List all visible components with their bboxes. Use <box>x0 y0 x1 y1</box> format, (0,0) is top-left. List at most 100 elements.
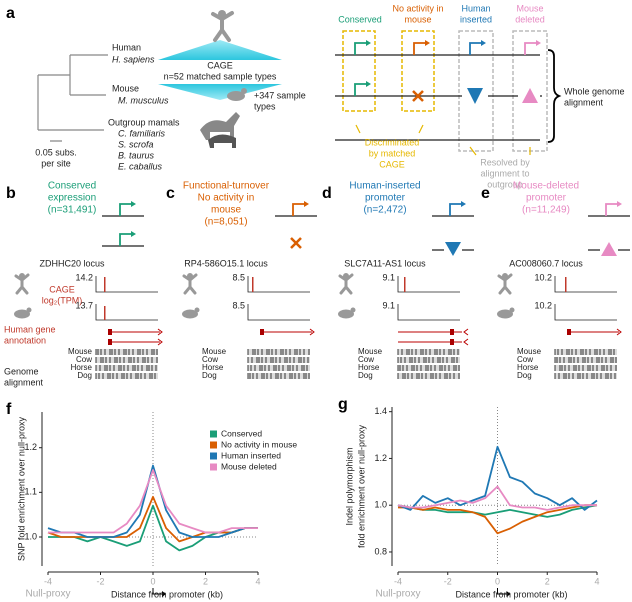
track-label: Human gene <box>4 324 56 334</box>
promoter-arrow <box>605 203 617 216</box>
mouse-icon <box>509 307 515 313</box>
note: alignment to <box>480 168 529 178</box>
panel-title: Human-inserted <box>349 181 420 192</box>
y-axis-label: fold enrichment over null-proxy <box>356 424 366 548</box>
human-icon <box>338 273 354 295</box>
cage-peak <box>104 306 106 320</box>
track-max: 8.5 <box>232 300 245 310</box>
legend-swatch <box>210 441 217 449</box>
track-label: annotation <box>4 335 46 345</box>
species-label: Horse <box>517 363 539 372</box>
mouse-icon <box>26 307 32 313</box>
panel-letter: a <box>6 5 15 22</box>
extra-samples: types <box>254 101 276 111</box>
species-label: Dog <box>77 371 92 380</box>
cage-label: n=52 matched sample types <box>164 71 277 81</box>
phylogeny <box>37 54 108 142</box>
species-label: Cow <box>358 355 374 364</box>
x-tick-label: -2 <box>96 576 104 586</box>
y-tick-label: 1.2 <box>24 442 37 452</box>
human-icon <box>14 273 30 295</box>
alignment-label: Whole genome <box>564 86 625 96</box>
gene-annotation <box>108 339 112 345</box>
mouse-icon <box>350 307 356 313</box>
legend-swatch <box>210 452 217 460</box>
series-line <box>397 504 598 518</box>
series-line <box>397 445 598 511</box>
promoter-arrow <box>131 201 136 207</box>
track-label: Genome <box>4 366 39 376</box>
species-latin: S. scrofa <box>118 139 154 149</box>
track-label: alignment <box>4 377 44 387</box>
track-max: 13.7 <box>75 300 93 310</box>
track-max: 9.1 <box>382 300 395 310</box>
legend-label: Mouse deleted <box>221 461 277 471</box>
gene-annotation <box>260 329 264 335</box>
promoter-arrow <box>449 203 461 216</box>
insertion-mark <box>445 242 461 256</box>
category-label: deleted <box>515 14 545 24</box>
y-axis-label: Indel polymorphism <box>344 447 354 525</box>
annotation: Null-proxy <box>375 589 420 600</box>
panel-letter: b <box>6 185 16 202</box>
track-axis <box>554 276 617 293</box>
x-tick-label: -4 <box>394 576 402 586</box>
series-line <box>47 464 258 538</box>
alignment-track <box>398 373 460 379</box>
alignment-track <box>555 357 617 363</box>
promoter-arrow <box>506 591 511 597</box>
panel-title: mouse <box>211 205 241 216</box>
promoter-arrow <box>461 201 466 207</box>
cage-peak <box>252 277 254 292</box>
mouse-icon <box>182 309 198 319</box>
category-label: Conserved <box>338 14 382 24</box>
series-line <box>398 504 597 535</box>
y-tick-label: 1.0 <box>24 531 37 541</box>
note: by matched <box>369 148 416 158</box>
species-latin: M. musculus <box>118 95 169 105</box>
gene-annotation <box>567 329 571 335</box>
promoter-arrow <box>152 588 162 595</box>
cage-graphic <box>158 10 282 148</box>
locus-label: ZDHHC20 locus <box>39 258 105 268</box>
panel-title: (n=8,051) <box>204 217 247 228</box>
species-label: Mouse <box>517 347 542 356</box>
category-label: inserted <box>460 14 492 24</box>
promoter-arrow <box>162 591 166 597</box>
gene-annotation <box>157 328 163 336</box>
species-label: Mouse <box>68 347 93 356</box>
track-max: 10.2 <box>534 300 552 310</box>
cage-peak <box>565 277 567 292</box>
promoter-arrow <box>119 203 131 216</box>
category-label: No activity in <box>392 3 443 13</box>
x-tick-label: 4 <box>255 576 260 586</box>
human-icon <box>497 273 513 295</box>
note: outgroup <box>487 179 523 189</box>
series-line <box>397 485 597 511</box>
x-tick-label: -4 <box>44 576 52 586</box>
locus-label: AC008060.7 locus <box>509 258 583 268</box>
extra-samples: +347 sample <box>254 90 306 100</box>
track-axis <box>95 276 158 293</box>
y-tick-label: 1.0 <box>374 500 387 510</box>
legend-label: Human inserted <box>221 450 281 460</box>
gene-annotation <box>450 339 454 345</box>
y-axis-label: SNP fold enrichment over null-proxy <box>16 417 26 561</box>
panel-title: promoter <box>365 193 406 204</box>
alignment-track <box>96 365 158 371</box>
track-axis <box>554 304 617 321</box>
species-label: Horse <box>202 363 224 372</box>
locus-label: SLC7A11-AS1 locus <box>344 258 426 268</box>
panel-title: (n=31,491) <box>48 205 97 216</box>
species-name: Outgroup mamals <box>108 117 180 127</box>
note: Resolved by <box>480 157 530 167</box>
series-line <box>47 495 258 543</box>
species-label: Mouse <box>358 347 383 356</box>
promoter-arrow <box>617 201 622 207</box>
species-latin: H. sapiens <box>112 54 155 64</box>
deletion-mark <box>601 242 617 256</box>
panel-letter: d <box>322 185 332 202</box>
panel-title: (n=11,249) <box>522 205 570 216</box>
track-axis <box>247 304 310 321</box>
